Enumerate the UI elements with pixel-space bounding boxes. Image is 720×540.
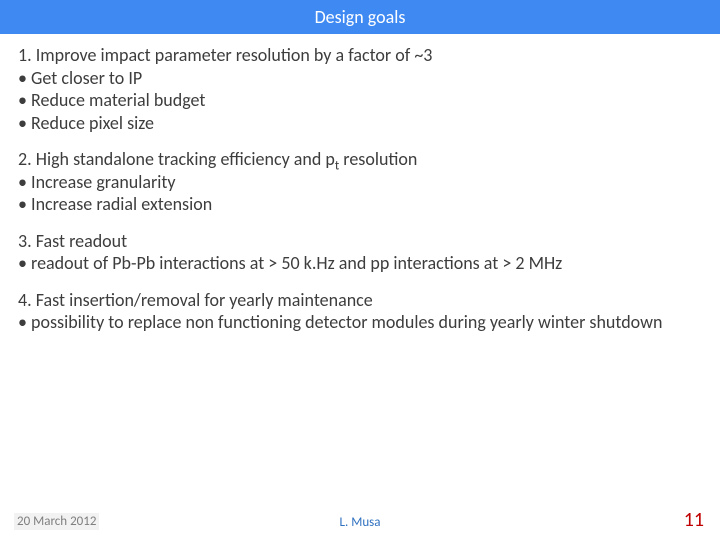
slide-title: Design goals bbox=[315, 6, 406, 28]
footer-date: 20 March 2012 bbox=[14, 513, 99, 530]
section-2: 2. High standalone tracking efficiency a… bbox=[18, 148, 702, 216]
bullet-item: • Reduce material budget bbox=[18, 89, 702, 112]
footer-author: L. Musa bbox=[340, 515, 381, 530]
bullet-item: • Reduce pixel size bbox=[18, 112, 702, 135]
section-1: 1. Improve impact parameter resolution b… bbox=[18, 44, 702, 134]
section-heading: 4. Fast insertion/removal for yearly mai… bbox=[18, 289, 702, 312]
footer-page-number: 11 bbox=[684, 508, 704, 532]
content-area: 1. Improve impact parameter resolution b… bbox=[0, 34, 720, 334]
heading-text-pre: 2. High standalone tracking efficiency a… bbox=[18, 148, 335, 170]
heading-text-post: resolution bbox=[339, 148, 417, 170]
bullet-item: • Increase radial extension bbox=[18, 193, 702, 216]
section-3: 3. Fast readout• readout of Pb-Pb intera… bbox=[18, 230, 702, 275]
footer: 20 March 2012 L. Musa 11 bbox=[0, 510, 720, 530]
bullet-item: • Get closer to IP bbox=[18, 67, 702, 90]
bullet-item: • Increase granularity bbox=[18, 171, 702, 194]
section-heading: 1. Improve impact parameter resolution b… bbox=[18, 44, 702, 67]
bullet-item: • readout of Pb-Pb interactions at > 50 … bbox=[18, 252, 702, 275]
title-bar: Design goals bbox=[0, 0, 720, 34]
section-4: 4. Fast insertion/removal for yearly mai… bbox=[18, 289, 702, 334]
section-heading: 2. High standalone tracking efficiency a… bbox=[18, 148, 702, 171]
bullet-item: • possibility to replace non functioning… bbox=[18, 311, 702, 334]
section-heading: 3. Fast readout bbox=[18, 230, 702, 253]
